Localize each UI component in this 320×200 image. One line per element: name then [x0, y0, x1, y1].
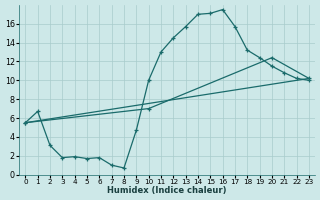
X-axis label: Humidex (Indice chaleur): Humidex (Indice chaleur) [108, 186, 227, 195]
